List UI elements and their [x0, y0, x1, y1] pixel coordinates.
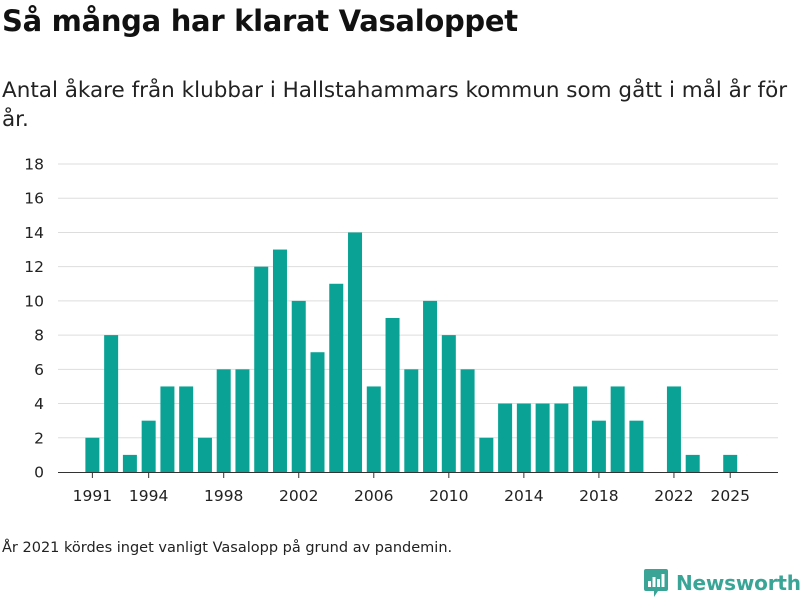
x-tick-label: 2022	[654, 487, 693, 505]
bar-1998	[216, 369, 231, 472]
x-axis-ticks: 1991 1994 1998 2002 2006 2010 2014 2018 2022 2025	[73, 472, 750, 505]
bar-2019	[610, 386, 625, 472]
y-tick-label: 12	[24, 258, 44, 276]
newsworthy-logo-icon	[644, 569, 668, 597]
chart-title: Så många har klarat Vasaloppet	[2, 4, 518, 38]
bar-2004	[329, 283, 344, 472]
bar-1991	[85, 437, 100, 472]
y-tick-label: 14	[24, 224, 44, 242]
y-tick-label: 16	[24, 190, 44, 208]
bar-2000	[254, 266, 269, 472]
bars	[85, 232, 738, 472]
bar-1999	[235, 369, 250, 472]
bar-2012	[479, 437, 494, 472]
bar-2014	[516, 403, 531, 472]
bar-2018	[591, 420, 606, 472]
x-tick-label: 2018	[579, 487, 618, 505]
newsworthy-logo-text: Newsworthy	[676, 571, 800, 595]
y-tick-label: 10	[24, 292, 44, 310]
bar-2023	[685, 454, 700, 472]
bar-2009	[423, 300, 438, 472]
bar-2005	[348, 232, 363, 472]
x-tick-label: 2002	[279, 487, 318, 505]
x-tick-label: 1991	[73, 487, 112, 505]
bar-1995	[160, 386, 175, 472]
bar-2008	[404, 369, 419, 472]
bar-2007	[385, 318, 400, 472]
x-tick-label: 2014	[504, 487, 543, 505]
bar-2001	[272, 249, 287, 472]
bar-2003	[310, 352, 325, 472]
y-axis-ticks: 0 2 4 6 8 10 12 14 16 18	[24, 156, 44, 482]
bar-1997	[197, 437, 212, 472]
bar-2017	[573, 386, 588, 472]
bar-1993	[122, 454, 137, 472]
bar-2016	[554, 403, 569, 472]
bar-2011	[460, 369, 475, 472]
bar-2025	[723, 454, 738, 472]
bar-2010	[441, 335, 456, 472]
y-tick-label: 8	[34, 327, 44, 345]
bar-1994	[141, 420, 156, 472]
bar-1996	[179, 386, 194, 472]
y-tick-label: 2	[34, 429, 44, 447]
x-tick-label: 2025	[710, 487, 749, 505]
bar-2015	[535, 403, 550, 472]
x-tick-label: 2006	[354, 487, 393, 505]
bar-2022	[666, 386, 681, 472]
y-tick-label: 18	[24, 156, 44, 174]
bar-1992	[104, 335, 119, 472]
y-tick-label: 0	[34, 464, 44, 482]
gridlines	[58, 163, 778, 439]
bar-2002	[291, 300, 306, 472]
bar-2006	[366, 386, 381, 472]
x-tick-label: 2010	[429, 487, 468, 505]
y-tick-label: 6	[34, 361, 44, 379]
chart-subtitle: Antal åkare från klubbar i Hallstahammar…	[2, 78, 788, 132]
x-tick-label: 1994	[129, 487, 168, 505]
newsworthy-logo: Newsworthy	[643, 568, 800, 598]
y-tick-label: 4	[34, 395, 44, 413]
x-tick-label: 1998	[204, 487, 243, 505]
bar-2020	[629, 420, 644, 472]
footnote: År 2021 kördes inget vanligt Vasalopp på…	[2, 540, 453, 556]
bar-2013	[498, 403, 513, 472]
